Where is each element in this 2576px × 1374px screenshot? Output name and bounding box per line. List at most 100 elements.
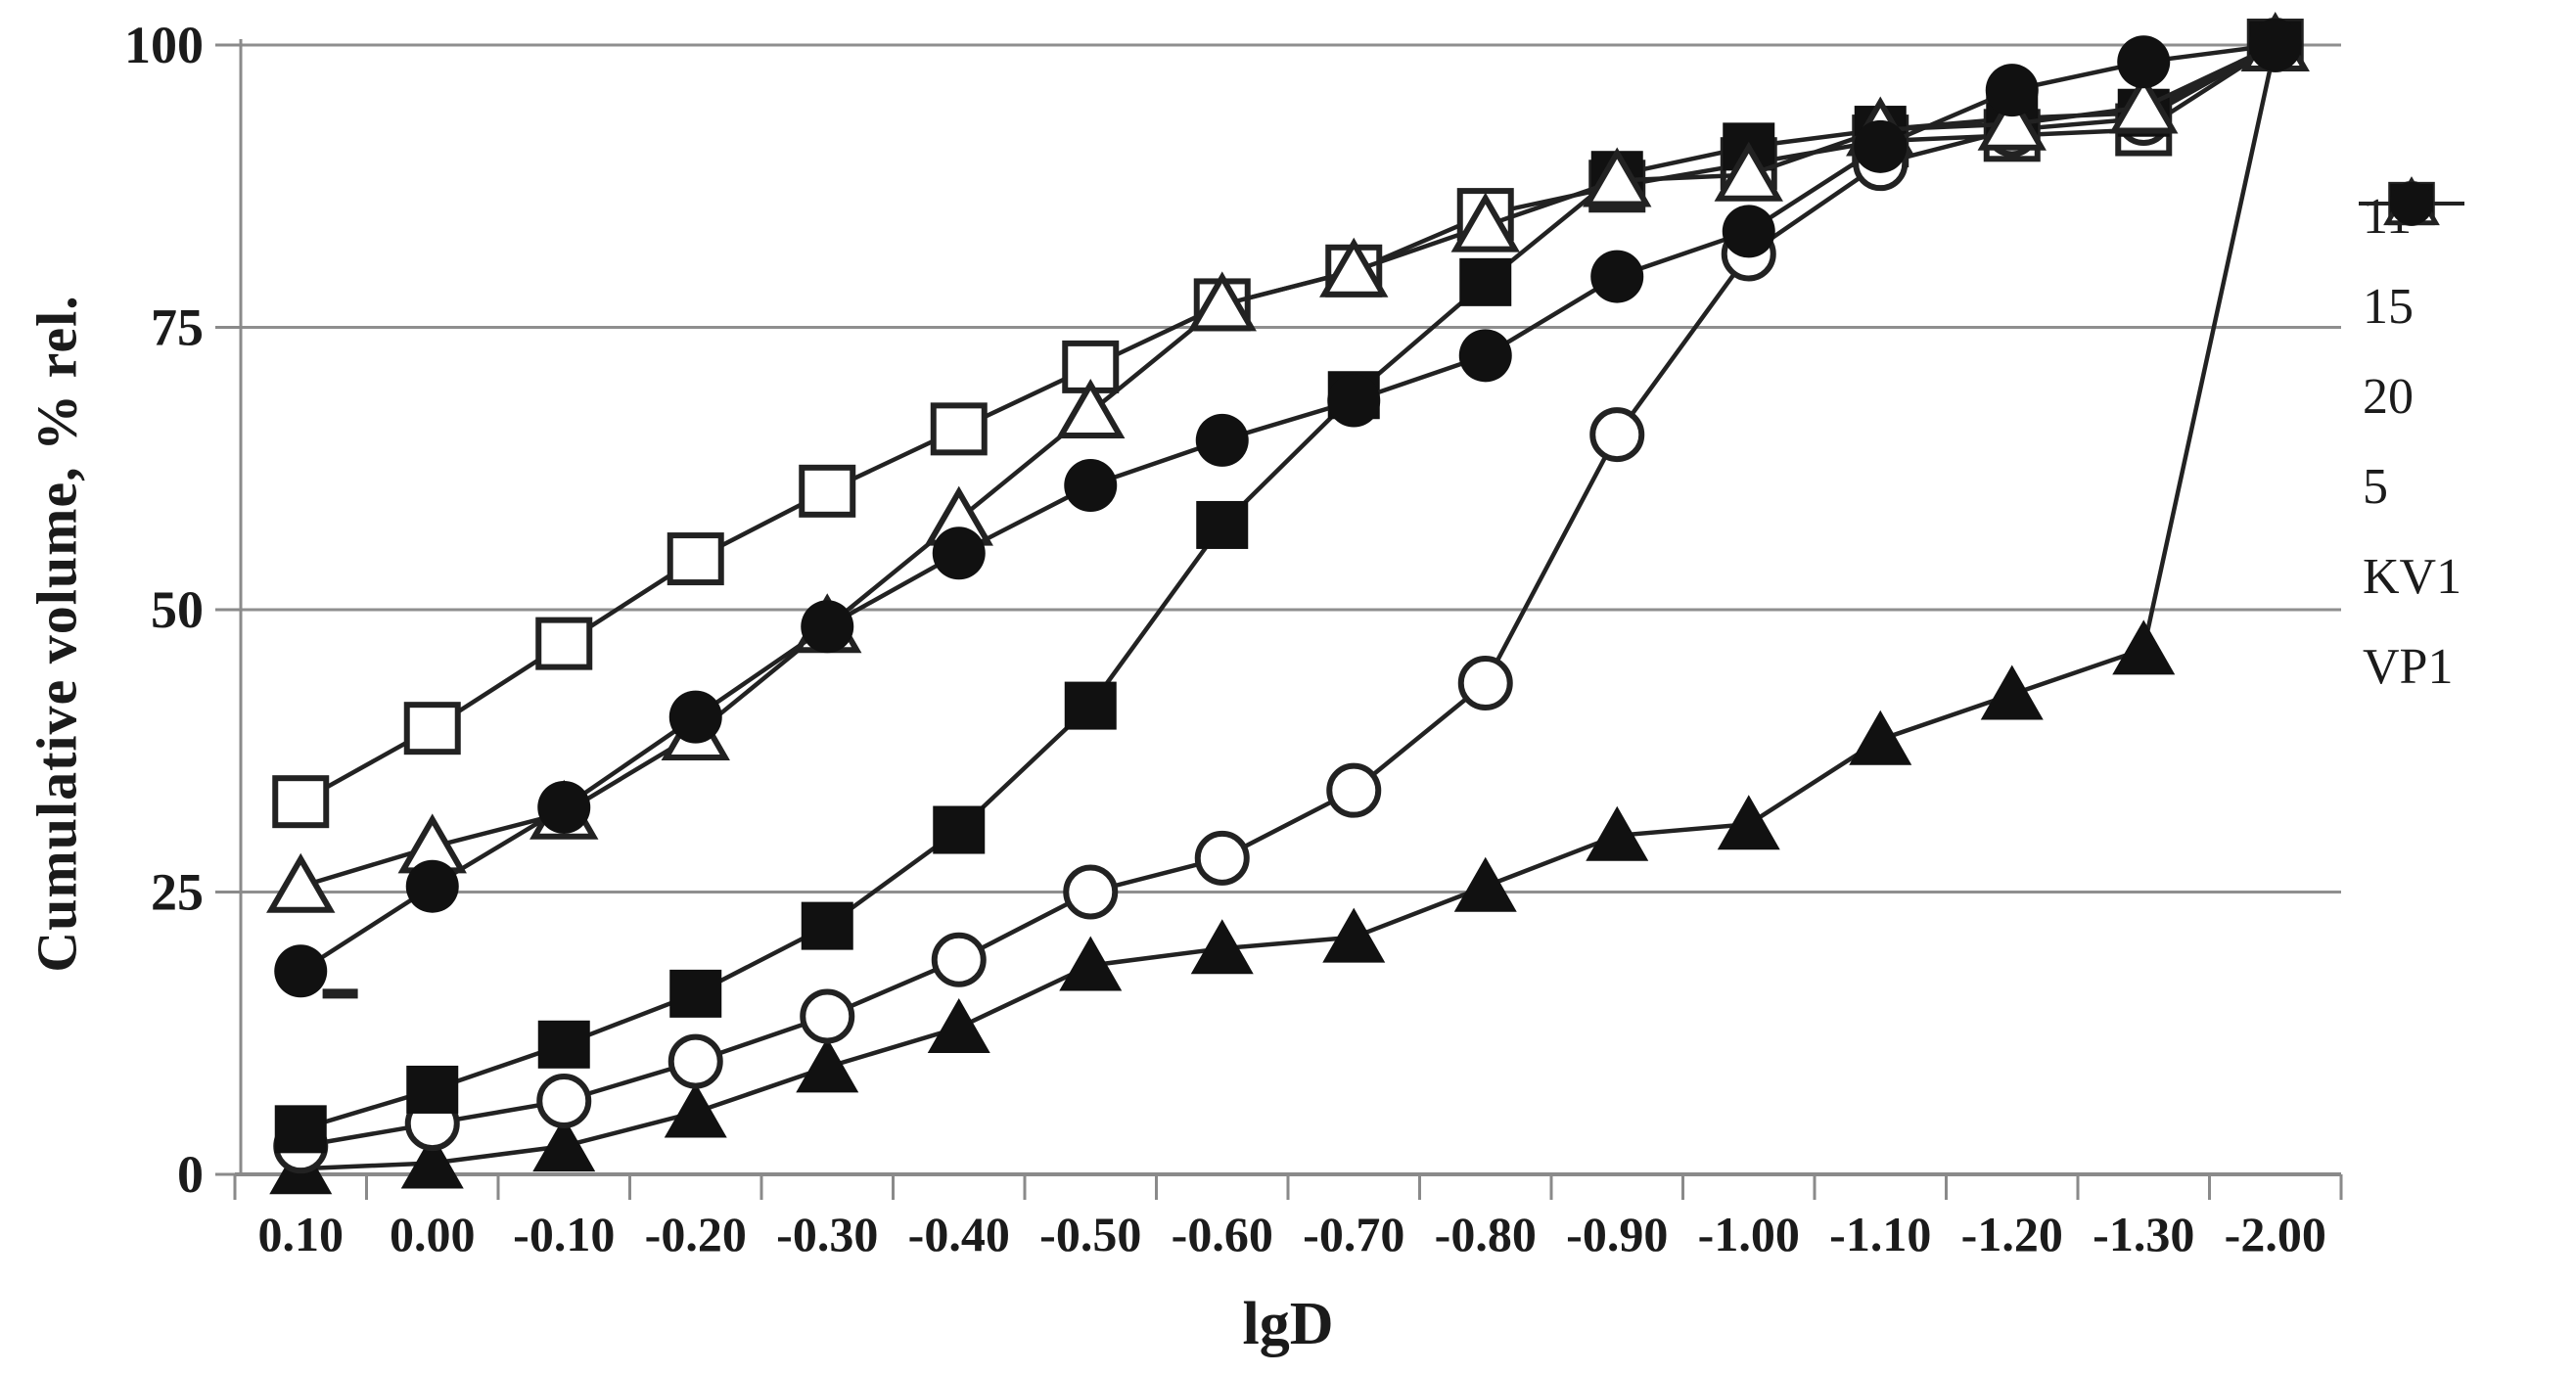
marker-open-circle [667, 1033, 723, 1089]
y-tick-label: 50 [151, 580, 204, 639]
legend-item-5: 5 [2357, 183, 2464, 532]
x-tick-label: 0.10 [258, 1207, 345, 1261]
marker-filled-circle [932, 527, 986, 580]
legend-label: KV1 [2363, 549, 2462, 605]
x-tick-label: -1.10 [1829, 1207, 1931, 1261]
marker-filled-circle [537, 780, 591, 834]
marker-open-square [535, 617, 593, 670]
marker-filled-triangle [1453, 856, 1517, 912]
series-line-5 [299, 42, 2277, 1131]
legend-item-KV1: KV1 [2357, 176, 2464, 622]
x-tick-label: -0.90 [1566, 1207, 1668, 1261]
marker-filled-circle [2389, 181, 2434, 226]
legend-item-15: 15 [2357, 179, 2464, 352]
marker-open-circle [536, 1073, 592, 1128]
marker-filled-triangle [1586, 805, 1649, 861]
marker-filled-circle [274, 944, 328, 998]
x-tick-label: -0.40 [908, 1207, 1010, 1261]
marker-open-circle [800, 988, 855, 1044]
x-tick-label: -0.10 [513, 1207, 615, 1261]
x-tick-label: -0.80 [1435, 1207, 1537, 1261]
marker-open-square [799, 464, 856, 518]
y-tick-label: 0 [177, 1145, 204, 1204]
marker-filled-circle [2248, 19, 2302, 71]
marker-filled-triangle [532, 1117, 596, 1172]
series-line-VP1 [299, 42, 2277, 974]
series-line-20 [299, 43, 2277, 1149]
y-axis-title: Cumulative volume, % rel. [24, 295, 89, 973]
marker-open-square [667, 532, 724, 586]
marker-filled-triangle [1849, 710, 1912, 765]
marker-open-triangle [1319, 237, 1389, 298]
series-line-15 [300, 44, 2277, 1171]
marker-open-square [930, 402, 988, 456]
marker-open-triangle [1714, 141, 1783, 202]
marker-open-triangle [1450, 192, 1520, 252]
marker-filled-triangle [1717, 795, 1780, 850]
marker-open-circle [1326, 762, 1382, 818]
marker-filled-circle [1195, 413, 1249, 467]
marker-filled-triangle [664, 1082, 727, 1138]
marker-filled-square [1196, 500, 1249, 549]
marker-filled-square [933, 805, 986, 854]
y-tick-label: 75 [151, 298, 204, 357]
y-tick-label: 25 [151, 863, 204, 922]
x-tick-label: -1.30 [2093, 1207, 2194, 1261]
marker-filled-square [274, 1105, 327, 1154]
legend-label: VP1 [2363, 639, 2454, 695]
marker-open-triangle [2109, 73, 2179, 134]
marker-filled-circle [2117, 35, 2171, 89]
marker-open-square [272, 775, 330, 829]
marker-filled-circle [801, 600, 854, 654]
x-tick-label: -1.20 [1961, 1207, 2063, 1261]
marker-open-triangle [1583, 147, 1652, 207]
legend-label: 20 [2363, 369, 2414, 425]
marker-open-triangle [1056, 379, 1126, 439]
marker-open-circle [1063, 864, 1119, 920]
chart-legend: 11 15 20 5 KV1 VP1 [2357, 172, 2464, 712]
marker-filled-square [1459, 257, 1512, 306]
x-tick-label: -0.30 [776, 1207, 878, 1261]
marker-open-circle [1457, 656, 1513, 711]
marker-open-triangle [266, 852, 336, 913]
x-tick-label: -2.00 [2225, 1207, 2326, 1261]
marker-filled-circle [1327, 374, 1381, 428]
marker-open-square [403, 702, 461, 756]
marker-filled-circle [1064, 459, 1118, 513]
marker-filled-triangle [796, 1037, 859, 1093]
marker-open-triangle [1187, 271, 1257, 332]
marker-filled-circle [1985, 64, 2039, 117]
x-tick-label: -0.60 [1172, 1207, 1273, 1261]
series-line-11 [299, 43, 2277, 804]
marker-open-circle [931, 932, 987, 987]
marker-filled-triangle [1059, 936, 1123, 991]
legend-item-20: 20 [2357, 181, 2464, 442]
marker-filled-triangle [2112, 619, 2176, 675]
x-tick-label: 0.00 [390, 1207, 476, 1261]
y-tick-label: 100 [124, 16, 204, 74]
marker-filled-square [801, 901, 853, 950]
legend-item-VP1: VP1 [2357, 181, 2464, 712]
marker-filled-circle [405, 859, 459, 913]
marker-filled-circle [1458, 329, 1512, 383]
x-tick-label: -1.00 [1698, 1207, 1800, 1261]
series-line-KV1 [299, 42, 2277, 889]
marker-filled-triangle [1322, 907, 1386, 963]
marker-filled-square [669, 969, 722, 1018]
x-axis-title: lgD [1242, 1291, 1334, 1357]
x-tick-label: -0.70 [1303, 1207, 1404, 1261]
marker-open-circle [1194, 830, 1250, 886]
marker-filled-triangle [1190, 919, 1254, 975]
marker-filled-circle [668, 690, 722, 744]
marker-filled-circle [1854, 119, 1908, 173]
legend-marker-filled-circle [2359, 181, 2464, 226]
marker-filled-square [406, 1065, 459, 1114]
marker-open-triangle [1977, 90, 2047, 151]
x-tick-label: -0.20 [645, 1207, 747, 1261]
marker-filled-triangle [1980, 664, 2044, 720]
marker-open-circle [1589, 407, 1645, 463]
marker-filled-square [1064, 681, 1117, 730]
marker-filled-circle [1722, 205, 1775, 258]
